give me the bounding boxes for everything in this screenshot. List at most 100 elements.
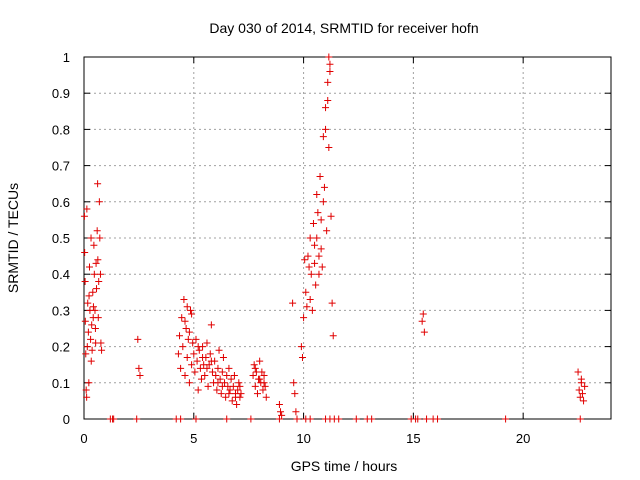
- data-point: [82, 386, 90, 394]
- data-point: [249, 372, 257, 380]
- data-point: [212, 372, 220, 380]
- data-point: [182, 325, 190, 332]
- data-point: [185, 328, 193, 336]
- data-point: [297, 343, 305, 351]
- data-point: [186, 306, 194, 314]
- grid: [84, 57, 611, 419]
- data-point: [251, 364, 259, 372]
- data-point: [314, 209, 322, 217]
- data-point: [581, 382, 589, 390]
- data-point: [316, 172, 324, 180]
- y-tick-label: 0.9: [52, 86, 70, 101]
- data-point: [434, 415, 442, 423]
- x-tick-labels: 0 5 10 15 20: [80, 431, 530, 446]
- data-points: [80, 53, 589, 423]
- data-point: [307, 270, 315, 278]
- data-point: [90, 241, 98, 249]
- data-point: [228, 397, 236, 405]
- data-point: [188, 310, 196, 318]
- data-point: [233, 401, 241, 409]
- data-point: [180, 296, 188, 304]
- data-point: [178, 314, 186, 322]
- data-point: [91, 306, 99, 314]
- data-point: [191, 368, 199, 376]
- data-point: [418, 317, 426, 325]
- data-point: [190, 350, 198, 358]
- data-point: [308, 306, 316, 314]
- data-point: [88, 346, 96, 354]
- data-point: [275, 415, 283, 423]
- data-point: [98, 346, 106, 354]
- data-point: [85, 263, 93, 271]
- data-point: [251, 382, 259, 390]
- data-point: [201, 372, 209, 380]
- data-point: [319, 133, 327, 141]
- data-point: [319, 198, 327, 206]
- data-point: [82, 350, 90, 358]
- data-point: [93, 227, 101, 235]
- data-point: [502, 415, 510, 423]
- data-point: [85, 292, 93, 300]
- data-point: [304, 252, 312, 260]
- data-point: [324, 96, 332, 104]
- data-point: [194, 386, 202, 394]
- data-point: [181, 317, 189, 325]
- data-point: [277, 408, 285, 416]
- data-point: [83, 393, 91, 401]
- data-point: [136, 372, 144, 380]
- data-point: [88, 321, 96, 329]
- data-point: [95, 277, 103, 285]
- data-point: [300, 314, 308, 322]
- data-point: [204, 382, 212, 390]
- data-point: [318, 263, 326, 271]
- data-point: [199, 353, 207, 361]
- y-tick-label: 1: [63, 50, 70, 65]
- data-point: [95, 198, 103, 206]
- x-tick-label: 15: [406, 431, 420, 446]
- y-axis-label: SRMTID / TECUs: [5, 183, 21, 293]
- data-point: [328, 299, 336, 307]
- data-point: [222, 393, 230, 401]
- data-point: [179, 343, 187, 351]
- data-point: [219, 353, 227, 361]
- data-point: [93, 285, 101, 293]
- x-tick-label: 0: [80, 431, 87, 446]
- data-point: [311, 259, 319, 267]
- y-tick-label: 0.8: [52, 122, 70, 137]
- data-point: [83, 205, 91, 213]
- data-point: [306, 234, 314, 242]
- data-point: [414, 415, 422, 423]
- data-point: [181, 372, 189, 380]
- x-tick-label: 20: [516, 431, 530, 446]
- data-point: [323, 227, 331, 235]
- data-point: [576, 415, 584, 423]
- data-point: [368, 415, 376, 423]
- data-point: [94, 256, 102, 264]
- data-point: [185, 379, 193, 387]
- data-point: [250, 361, 258, 369]
- data-point: [289, 299, 297, 307]
- data-point: [203, 364, 211, 372]
- data-point: [94, 180, 102, 188]
- data-point: [81, 317, 89, 325]
- data-point: [192, 415, 200, 423]
- data-point: [84, 299, 92, 307]
- data-point: [313, 234, 321, 242]
- data-point: [329, 332, 337, 340]
- data-point: [213, 386, 221, 394]
- data-point: [317, 245, 325, 253]
- data-point: [87, 357, 95, 365]
- data-point: [225, 390, 233, 398]
- data-point: [197, 375, 205, 383]
- y-tick-label: 0.7: [52, 159, 70, 174]
- data-point: [87, 234, 95, 242]
- data-point: [177, 415, 185, 423]
- data-point: [195, 346, 203, 354]
- data-point: [302, 288, 310, 296]
- data-point: [423, 415, 431, 423]
- data-point: [237, 390, 245, 398]
- data-point: [196, 364, 204, 372]
- data-point: [183, 353, 191, 361]
- data-point: [207, 357, 215, 365]
- data-point: [324, 78, 332, 86]
